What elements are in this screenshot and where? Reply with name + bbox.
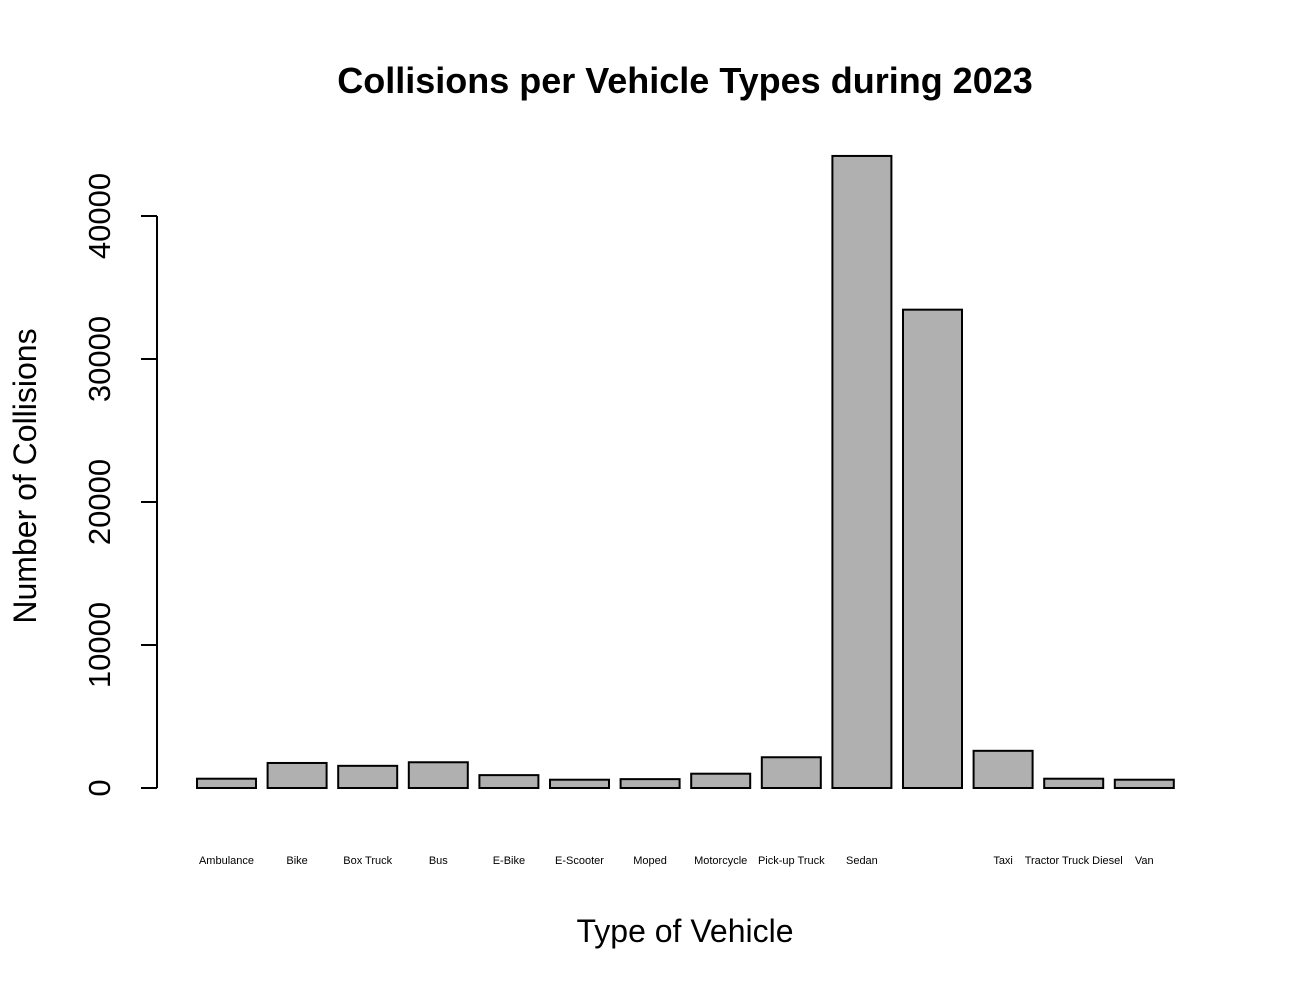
bar (478, 774, 540, 790)
bar (619, 778, 681, 789)
bars-group (196, 154, 1175, 790)
bar (902, 308, 963, 789)
bar (407, 761, 469, 790)
x-category-label: Taxi (993, 855, 1013, 867)
bar (549, 778, 610, 789)
x-category-label: Sedan (846, 855, 878, 867)
x-category-label: Van (1135, 855, 1154, 867)
y-tick-label: 40000 (82, 173, 117, 259)
y-tick-label: 30000 (82, 316, 117, 402)
category-labels-group: Ambulance Bike Box Truck Bus E-Bike E-Scooter… (199, 855, 1154, 867)
bar (337, 764, 399, 790)
y-tick-label: 20000 (82, 459, 117, 545)
y-tick-label: 10000 (82, 602, 117, 688)
bar (1113, 778, 1175, 789)
x-category-label: Box Truck (343, 855, 392, 867)
bar (972, 749, 1034, 790)
x-category-label: Bike (286, 855, 307, 867)
y-axis: 0 10000 20000 30000 40000 (82, 173, 158, 797)
x-category-label: Ambulance (199, 855, 254, 867)
bar (1043, 777, 1105, 790)
bar (266, 761, 328, 789)
y-axis-title: Number of Collisions (7, 328, 43, 623)
bar (690, 772, 752, 790)
x-category-label: E-Scooter (555, 855, 604, 867)
x-axis-title: Type of Vehicle (576, 913, 793, 949)
x-category-label: Motorcycle (694, 855, 747, 867)
bar (760, 756, 822, 790)
y-tick-label: 0 (82, 779, 117, 796)
x-category-label: Bus (429, 855, 448, 867)
bar (196, 777, 257, 790)
chart-title: Collisions per Vehicle Types during 2023 (337, 60, 1033, 101)
x-category-label: Tractor Truck Diesel (1025, 855, 1123, 867)
x-category-label: E-Bike (493, 855, 525, 867)
bar (831, 154, 893, 789)
x-category-label: Moped (633, 855, 667, 867)
x-category-label: Pick-up Truck (758, 855, 825, 867)
